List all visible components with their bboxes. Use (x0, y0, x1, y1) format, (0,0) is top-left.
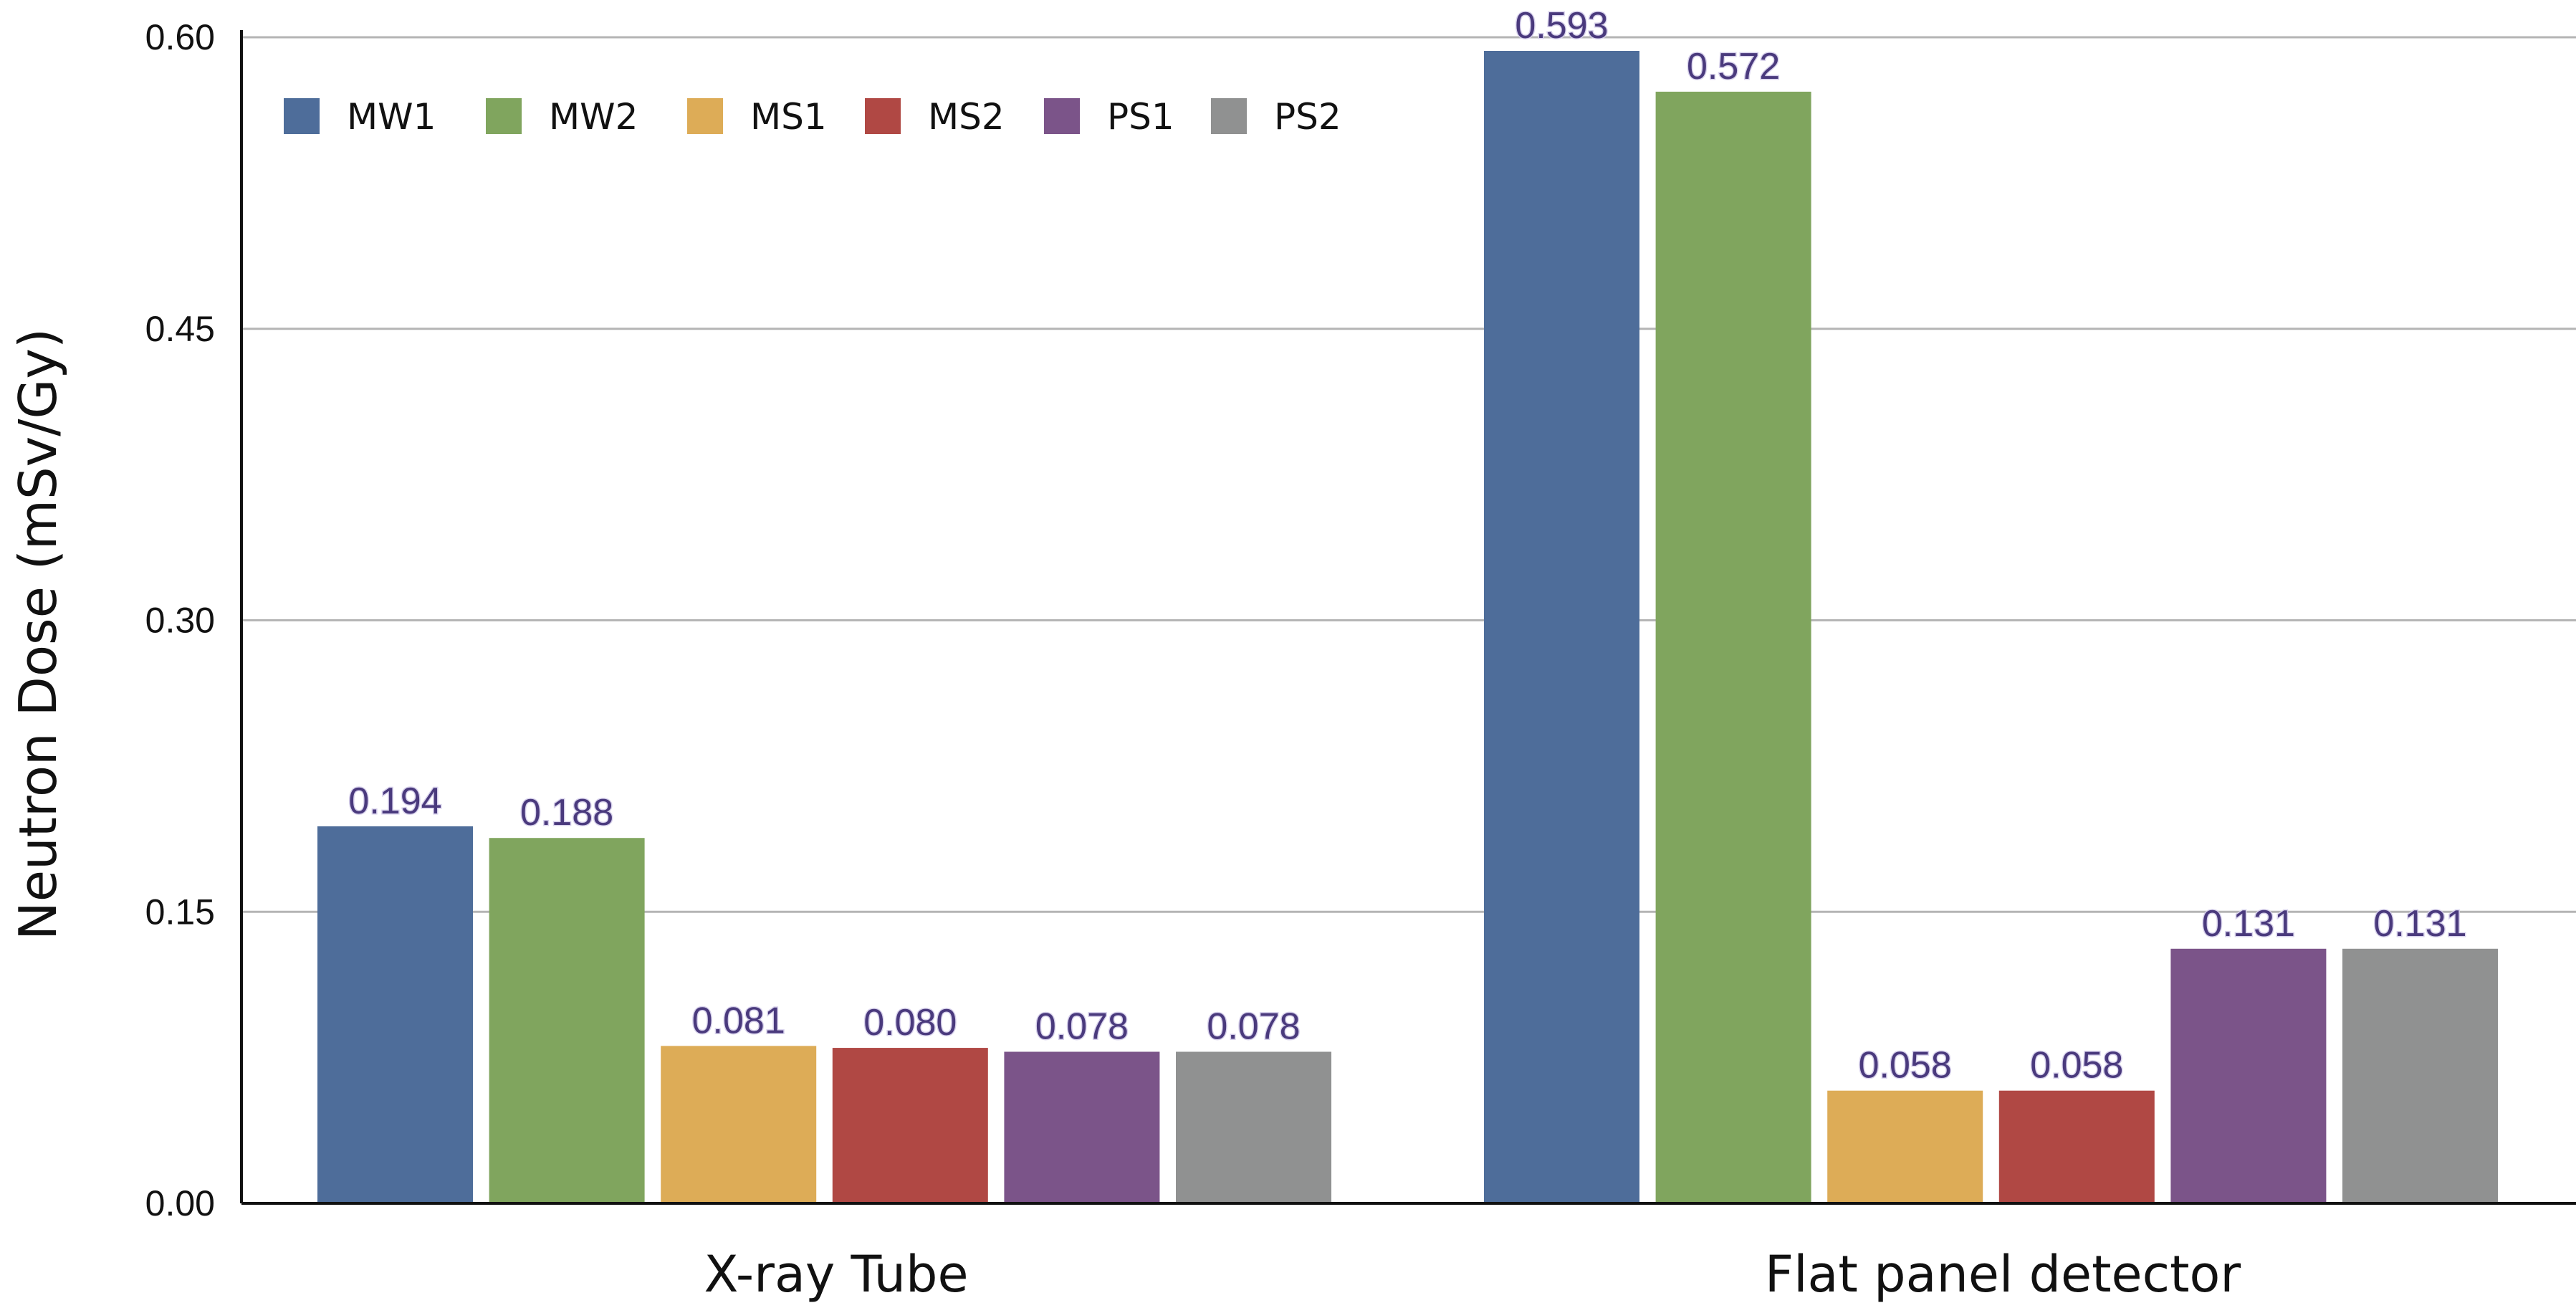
bar-ms1 (1827, 1090, 1983, 1203)
bar-mw1 (317, 826, 473, 1203)
legend-swatch (865, 98, 901, 134)
bar-ms2 (832, 1048, 988, 1203)
data-label: 0.078 (1207, 1006, 1300, 1047)
bar-mw2 (489, 838, 645, 1203)
bar-ps2 (1176, 1051, 1331, 1203)
bars (317, 50, 2498, 1204)
y-tick-label: 0.00 (145, 1183, 215, 1223)
legend: MW1 MW2 MS1 MS2 PS1 PS2 (284, 96, 1341, 138)
bar-mw2 (1655, 91, 1811, 1204)
legend-item-ps2: PS2 (1211, 96, 1341, 138)
data-labels: 0.194 0.188 0.081 0.080 0.078 0.078 0.593 0.572… (348, 4, 2468, 1087)
data-label: 0.058 (2030, 1045, 2123, 1087)
bar-ps1 (2170, 948, 2327, 1203)
y-tick-label: 0.60 (145, 17, 215, 57)
legend-swatch (1211, 98, 1247, 134)
legend-label: PS1 (1107, 96, 1174, 138)
legend-label: MW1 (347, 96, 436, 138)
legend-swatch (284, 98, 320, 134)
data-label: 0.593 (1515, 5, 1608, 47)
data-label: 0.078 (1035, 1006, 1129, 1047)
data-label: 0.131 (2373, 903, 2466, 945)
bar-mw1 (1484, 50, 1639, 1203)
gridlines (241, 36, 2576, 913)
legend-item-mw2: MW2 (486, 96, 638, 138)
y-tick-label: 0.30 (145, 601, 215, 641)
bar-ps1 (1004, 1051, 1160, 1203)
bar-ms1 (661, 1046, 817, 1203)
legend-label: MS2 (928, 96, 1005, 138)
data-label: 0.131 (2202, 903, 2295, 945)
legend-swatch (687, 98, 723, 134)
bar-ms2 (1998, 1090, 2155, 1203)
legend-swatch (486, 98, 522, 134)
x-category-label: Flat panel detector (1765, 1245, 2241, 1304)
data-label: 0.058 (1859, 1045, 1952, 1087)
legend-item-ms1: MS1 (687, 96, 827, 138)
bar-ps2 (2342, 948, 2498, 1203)
legend-label: PS2 (1274, 96, 1341, 138)
legend-label: MW2 (549, 96, 638, 138)
data-label: 0.081 (692, 1000, 785, 1041)
legend-item-ms2: MS2 (865, 96, 1005, 138)
data-label: 0.194 (348, 780, 441, 822)
y-tick-label: 0.15 (145, 892, 215, 932)
legend-item-ps1: PS1 (1044, 96, 1174, 138)
legend-swatch (1044, 98, 1080, 134)
legend-label: MS1 (750, 96, 827, 138)
data-label: 0.080 (863, 1002, 957, 1044)
axes: 0.00 0.15 0.30 0.45 0.60 X-ray Tube Flat panel… (145, 17, 2576, 1304)
x-category-label: X-ray Tube (704, 1245, 968, 1304)
y-tick-label: 0.45 (145, 309, 215, 349)
data-label: 0.188 (520, 792, 613, 834)
y-axis-title: Neutron Dose (mSv/Gy) (8, 328, 68, 940)
data-label: 0.572 (1687, 46, 1780, 87)
legend-item-mw1: MW1 (284, 96, 436, 138)
